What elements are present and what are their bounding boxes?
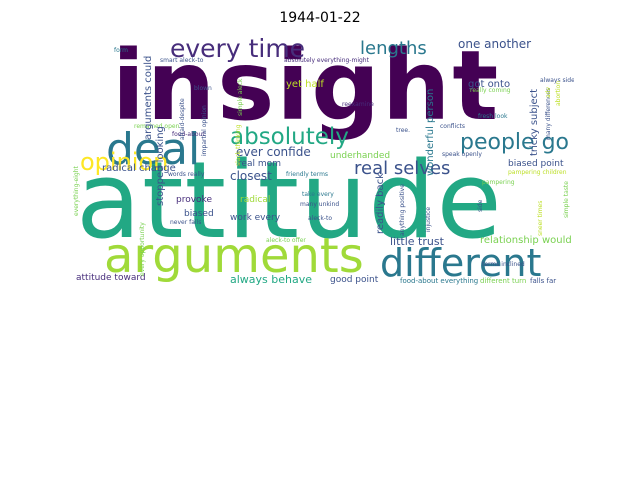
word-smart-aleck-to: smart aleck-to xyxy=(160,57,204,64)
word-one-another: one another xyxy=(458,37,532,51)
word-speak-openly: speak openly xyxy=(442,151,482,158)
word-blown: blown xyxy=(194,85,212,92)
word-got-onto: got onto xyxy=(468,79,511,90)
word-biased: biased xyxy=(184,209,214,219)
word-different: different xyxy=(380,241,542,285)
word-radical: radical xyxy=(240,195,271,205)
word-never-falls: never falls xyxy=(170,219,202,226)
word-falls-far: falls far xyxy=(530,277,557,285)
word-everything-eight: everything-eight xyxy=(73,166,80,216)
word-words-really: words really xyxy=(168,171,205,178)
word-deal: deal xyxy=(106,124,201,175)
word-anything-positive: anything positive xyxy=(399,184,406,236)
word-reexamine: reexamine xyxy=(342,101,374,108)
word-opinion: opinion xyxy=(80,148,169,176)
word-every-time: every time xyxy=(170,36,306,63)
word-many-unkind: many unkind xyxy=(300,201,340,208)
word-radical-change: radical change xyxy=(102,163,176,174)
word-absolutely: absolutely xyxy=(230,124,349,150)
word-yet-half: yet half xyxy=(286,79,324,90)
word-attitude-toward: attitude toward xyxy=(76,273,146,283)
word-arguments-could: arguments could xyxy=(143,55,154,140)
word-always-behave: always behave xyxy=(230,273,313,286)
word-tricky-subject: tricky subject xyxy=(529,88,540,156)
word-real-mom: real mom xyxy=(238,159,281,169)
word-simple-taste: simple taste xyxy=(563,181,570,218)
word-abortion: abortion xyxy=(555,80,562,106)
word-form: form xyxy=(114,47,128,54)
word-aleck-to-offer: aleck-to offer xyxy=(266,237,306,244)
word-stopped-looking: stopped looking xyxy=(155,126,166,206)
word-pampering: pampering xyxy=(482,179,515,186)
word-side: side xyxy=(477,199,484,212)
word-sneer-times: sneer times xyxy=(537,200,544,236)
word-friendly-terms: friendly terms xyxy=(286,171,329,178)
word-lengths: lengths xyxy=(360,38,427,59)
word-really-coming: really coming xyxy=(470,87,511,94)
word-different-turn: different turn xyxy=(480,277,527,285)
word-adv: adv xyxy=(545,86,552,98)
word-underhanded: underhanded xyxy=(330,151,391,161)
word-arguments: arguments xyxy=(104,228,364,284)
word-little-trust: little trust xyxy=(390,235,444,248)
word-terms-inclined: terms inclined xyxy=(482,261,525,268)
word-provoke: provoke xyxy=(176,195,212,205)
word-slack-thinking: slack thinking xyxy=(235,124,242,166)
word-good-point: good point xyxy=(330,275,379,285)
word-ever-confide: ever confide xyxy=(236,145,311,159)
word-every-opportunity: every opportunity xyxy=(139,222,146,276)
word-pampering-children: pampering children xyxy=(508,169,567,176)
word-closest: closest xyxy=(230,169,272,183)
word-injustice: injustice xyxy=(425,206,432,232)
word-afraid-despite: afraid-despite xyxy=(179,98,186,140)
word-fresh-look: fresh look xyxy=(478,113,508,120)
word-impartial-opinion: impartial opinion xyxy=(201,105,208,156)
word-relationship-would: relationship would xyxy=(480,235,572,246)
word-always-side: always side xyxy=(540,77,574,84)
word-conflicts: conflicts xyxy=(440,123,465,130)
word-biased-point: biased point xyxy=(508,159,564,169)
word-people-go: people go xyxy=(460,130,569,155)
word-simple-aleck: simple aleck xyxy=(237,78,244,116)
word-wonderful-person: wonderful person xyxy=(425,88,436,176)
word-remained-open: remained open xyxy=(134,123,180,130)
chart-title: 1944-01-22 xyxy=(279,10,361,26)
word-attitude: attitude xyxy=(76,139,503,262)
word-cloud: insight attitude arguments deal differen… xyxy=(70,36,574,288)
word-real-selves: real selves xyxy=(354,158,451,179)
word-absolutely-everything-might: absolutely everything-might xyxy=(284,57,369,64)
word-food-about-everything: food-about everything xyxy=(400,277,479,285)
word-readily-back: readily back xyxy=(375,173,386,234)
word-work-every: work every xyxy=(230,213,281,223)
word-aleck-to: aleck-to xyxy=(308,215,332,222)
word-food-about: food-about xyxy=(172,131,205,138)
word-tree: tree. xyxy=(396,127,410,134)
word-insight: insight xyxy=(112,36,501,142)
word-take-every: take every xyxy=(302,191,334,198)
